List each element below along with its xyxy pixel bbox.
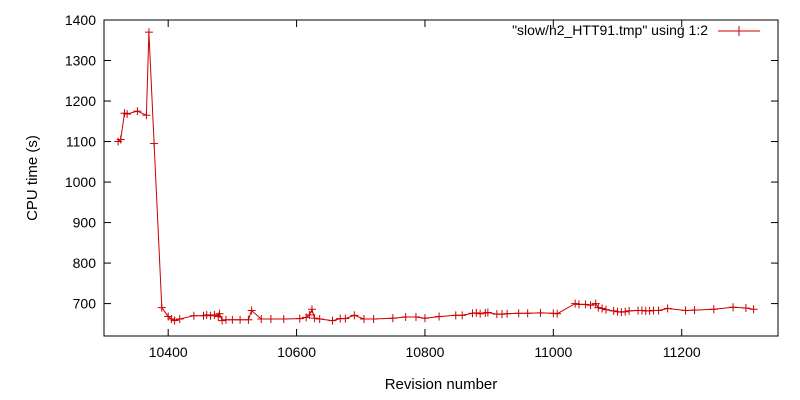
data-point bbox=[598, 304, 607, 313]
legend-label: "slow/h2_HTT91.tmp" using 1:2 bbox=[512, 22, 708, 38]
data-point bbox=[328, 316, 337, 325]
data-point bbox=[215, 309, 224, 318]
data-point bbox=[476, 309, 485, 318]
data-point bbox=[133, 107, 142, 116]
data-point bbox=[341, 314, 350, 323]
legend-marker-sample bbox=[734, 26, 744, 36]
data-point bbox=[483, 308, 492, 317]
data-point bbox=[279, 314, 288, 323]
data-point bbox=[523, 309, 532, 318]
data-point bbox=[310, 314, 319, 323]
data-point bbox=[609, 306, 618, 315]
data-point bbox=[228, 315, 237, 324]
data-point bbox=[472, 308, 481, 317]
axis-tick-labels: 700 800 900 1000 1100 1200 1300 1400 10400 10600 1… bbox=[65, 12, 701, 360]
y-tick-label: 900 bbox=[73, 215, 97, 231]
data-point bbox=[571, 299, 580, 308]
data-point bbox=[189, 311, 198, 320]
data-point bbox=[591, 299, 600, 308]
data-point bbox=[663, 304, 672, 313]
x-tick-label: 11200 bbox=[663, 344, 701, 360]
data-point bbox=[621, 307, 630, 316]
data-point bbox=[586, 301, 595, 310]
plot-frame bbox=[103, 19, 779, 337]
data-point bbox=[601, 305, 610, 314]
data-point bbox=[420, 314, 429, 323]
data-point bbox=[305, 310, 314, 319]
data-point bbox=[388, 314, 397, 323]
y-tick-label: 1100 bbox=[66, 134, 96, 150]
data-point bbox=[681, 306, 690, 315]
data-point bbox=[167, 314, 176, 323]
data-point bbox=[218, 316, 227, 325]
data-point bbox=[210, 310, 219, 319]
data-point bbox=[553, 309, 562, 318]
x-tick-label: 11000 bbox=[534, 344, 572, 360]
data-point bbox=[749, 305, 758, 314]
data-point bbox=[247, 306, 256, 315]
data-point bbox=[170, 316, 179, 325]
data-point bbox=[594, 303, 603, 312]
y-tick-label: 1000 bbox=[65, 174, 96, 190]
data-point bbox=[144, 28, 153, 37]
data-point bbox=[295, 314, 304, 323]
y-tick-label: 700 bbox=[73, 296, 97, 312]
data-point bbox=[458, 311, 467, 320]
data-point bbox=[654, 306, 663, 315]
data-point bbox=[315, 314, 324, 323]
data-point bbox=[175, 314, 184, 323]
x-tick-label: 10600 bbox=[277, 344, 316, 360]
data-point bbox=[266, 314, 275, 323]
data-point bbox=[236, 315, 245, 324]
data-point bbox=[307, 305, 316, 314]
axis-ticks bbox=[104, 19, 778, 336]
data-point bbox=[257, 314, 266, 323]
data-point bbox=[206, 311, 215, 320]
data-point bbox=[199, 311, 208, 320]
data-point bbox=[536, 308, 545, 317]
data-point bbox=[625, 306, 634, 315]
y-tick-label: 1200 bbox=[65, 93, 96, 109]
series-layer bbox=[114, 28, 758, 325]
data-point bbox=[123, 109, 132, 118]
data-point bbox=[581, 300, 590, 309]
data-point bbox=[202, 310, 211, 319]
data-point bbox=[690, 306, 699, 315]
data-point bbox=[503, 309, 512, 318]
x-tick-label: 10400 bbox=[149, 344, 188, 360]
data-point bbox=[709, 305, 718, 314]
data-point bbox=[514, 309, 523, 318]
y-tick-label: 1400 bbox=[65, 12, 96, 28]
data-point bbox=[150, 139, 159, 148]
data-point bbox=[359, 314, 368, 323]
data-point bbox=[729, 303, 738, 312]
data-point bbox=[142, 111, 151, 120]
data-point bbox=[157, 303, 166, 312]
data-point bbox=[435, 312, 444, 321]
data-point bbox=[401, 312, 410, 321]
x-axis-title: Revision number bbox=[385, 376, 498, 393]
y-axis-title: CPU time (s) bbox=[24, 135, 41, 221]
data-point bbox=[350, 311, 359, 320]
legend: "slow/h2_HTT91.tmp" using 1:2 bbox=[512, 22, 760, 38]
y-tick-label: 1300 bbox=[65, 53, 96, 69]
data-point bbox=[741, 304, 750, 313]
data-point bbox=[116, 135, 125, 144]
data-point bbox=[244, 315, 253, 324]
y-tick-label: 800 bbox=[73, 255, 97, 271]
x-tick-label: 10800 bbox=[405, 344, 444, 360]
series-line bbox=[117, 32, 754, 322]
data-point bbox=[369, 314, 378, 323]
data-point bbox=[411, 312, 420, 321]
